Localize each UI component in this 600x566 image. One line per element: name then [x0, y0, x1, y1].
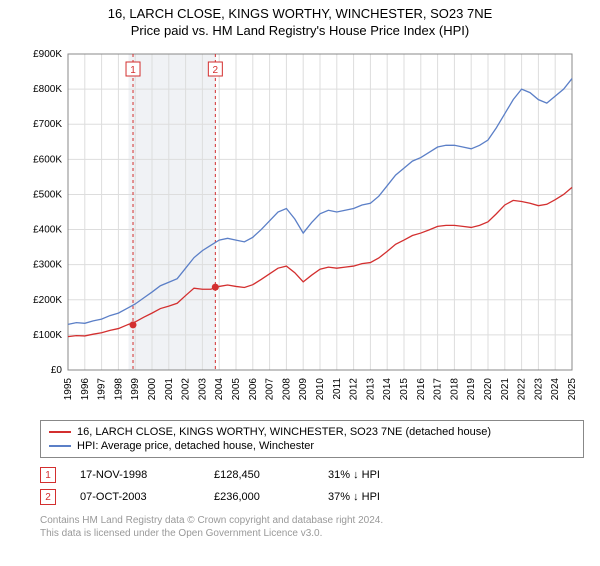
- legend-label: HPI: Average price, detached house, Winc…: [77, 440, 314, 452]
- x-tick-label: 2006: [248, 378, 259, 401]
- x-tick-label: 2010: [315, 378, 326, 401]
- x-tick-label: 2023: [533, 378, 544, 401]
- footer-line-1: Contains HM Land Registry data © Crown c…: [40, 514, 584, 527]
- footer-line-2: This data is licensed under the Open Gov…: [40, 527, 584, 540]
- legend: 16, LARCH CLOSE, KINGS WORTHY, WINCHESTE…: [40, 420, 584, 458]
- x-tick-label: 2013: [365, 378, 376, 401]
- legend-row: 16, LARCH CLOSE, KINGS WORTHY, WINCHESTE…: [49, 425, 575, 439]
- event-row-date: 17-NOV-1998: [80, 469, 190, 481]
- event-row-price: £128,450: [214, 469, 304, 481]
- y-tick-label: £700K: [33, 119, 62, 130]
- x-tick-label: 1998: [113, 378, 124, 401]
- y-tick-label: £500K: [33, 189, 62, 200]
- x-tick-label: 1999: [130, 378, 141, 401]
- event-row-marker: 2: [40, 489, 56, 505]
- chart-title-1: 16, LARCH CLOSE, KINGS WORTHY, WINCHESTE…: [0, 6, 600, 21]
- chart: £0 £100K £200K £300K £400K £500K £600K £700K £80…: [20, 44, 580, 414]
- x-tick-label: 2003: [197, 378, 208, 401]
- event-marker-num: 2: [213, 65, 219, 76]
- legend-label: 16, LARCH CLOSE, KINGS WORTHY, WINCHESTE…: [77, 426, 491, 438]
- event-row-price: £236,000: [214, 491, 304, 503]
- x-tick-label: 2012: [349, 378, 360, 401]
- x-tick-label: 2011: [332, 378, 343, 400]
- footer-attribution: Contains HM Land Registry data © Crown c…: [40, 514, 584, 540]
- y-tick-label: £200K: [33, 295, 62, 306]
- events-table: 1 17-NOV-1998 £128,450 31% ↓ HPI 2 07-OCT-200…: [40, 464, 584, 508]
- legend-swatch: [49, 431, 71, 433]
- x-tick-label: 2018: [449, 378, 460, 401]
- y-tick-label: £300K: [33, 260, 62, 271]
- event-row: 2 07-OCT-2003 £236,000 37% ↓ HPI: [40, 486, 584, 508]
- x-tick-label: 2020: [483, 378, 494, 401]
- x-tick-label: 2002: [181, 378, 192, 401]
- x-tick-label: 2024: [550, 378, 561, 401]
- x-tick-label: 2004: [214, 378, 225, 401]
- event-row-date: 07-OCT-2003: [80, 491, 190, 503]
- x-tick-label: 2014: [382, 378, 393, 401]
- x-tick-label: 2022: [517, 378, 528, 401]
- y-tick-label: £600K: [33, 154, 62, 165]
- x-tick-label: 2016: [416, 378, 427, 401]
- y-tick-label: £0: [51, 365, 63, 376]
- event-row: 1 17-NOV-1998 £128,450 31% ↓ HPI: [40, 464, 584, 486]
- x-tick-label: 2001: [164, 378, 175, 401]
- x-tick-label: 2015: [399, 378, 410, 401]
- x-tick-label: 1997: [97, 378, 108, 401]
- legend-row: HPI: Average price, detached house, Winc…: [49, 439, 575, 453]
- chart-title-2: Price paid vs. HM Land Registry's House …: [0, 23, 600, 38]
- x-tick-label: 2025: [567, 378, 578, 401]
- x-tick-label: 2005: [231, 378, 242, 401]
- x-tick-label: 1996: [80, 378, 91, 401]
- y-tick-label: £100K: [33, 330, 62, 341]
- x-tick-label: 2000: [147, 378, 158, 401]
- x-tick-label: 2007: [265, 378, 276, 401]
- event-marker-num: 1: [130, 65, 136, 76]
- chart-svg: £0 £100K £200K £300K £400K £500K £600K £700K £80…: [20, 44, 580, 414]
- x-tick-label: 2009: [298, 378, 309, 401]
- legend-swatch: [49, 445, 71, 447]
- y-tick-label: £400K: [33, 225, 62, 236]
- y-tick-label: £900K: [33, 49, 62, 60]
- x-tick-label: 1995: [63, 378, 74, 401]
- event-row-pct: 37% ↓ HPI: [328, 491, 380, 503]
- x-tick-label: 2019: [466, 378, 477, 401]
- x-tick-label: 2017: [433, 378, 444, 401]
- y-tick-label: £800K: [33, 84, 62, 95]
- event-row-pct: 31% ↓ HPI: [328, 469, 380, 481]
- x-tick-label: 2021: [500, 378, 511, 401]
- event-row-marker: 1: [40, 467, 56, 483]
- x-tick-label: 2008: [281, 378, 292, 401]
